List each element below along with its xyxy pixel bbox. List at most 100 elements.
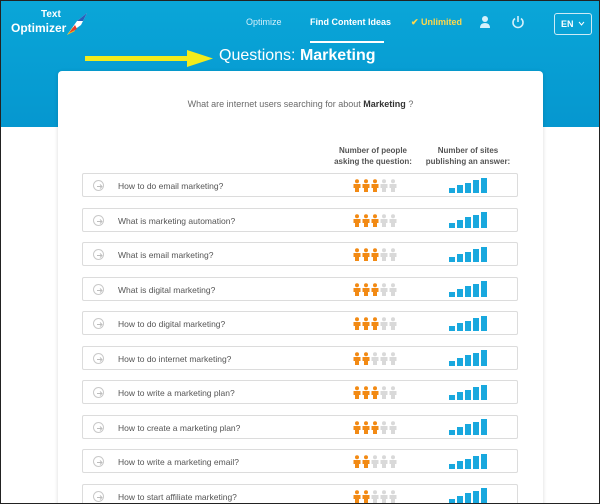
questions-card: What are internet users searching for ab… (58, 71, 543, 503)
question-row[interactable]: What is digital marketing? (82, 276, 518, 301)
signal-bar (449, 464, 455, 469)
person-icon-empty (389, 455, 397, 468)
subtitle-topic: Marketing (363, 99, 406, 109)
arrow-right-circle-icon[interactable] (93, 490, 104, 502)
signal-bar (481, 177, 487, 193)
question-row[interactable]: What is marketing automation? (82, 207, 518, 232)
question-row[interactable]: How to do internet marketing? (82, 345, 518, 370)
subtitle-suffix: ? (408, 99, 414, 109)
question-text[interactable]: How to do internet marketing? (118, 353, 232, 364)
person-icon-empty (389, 386, 397, 399)
logo[interactable]: Text Optimizer (5, 9, 95, 41)
person-icon-empty (371, 489, 379, 503)
language-select[interactable]: EN (554, 13, 592, 35)
question-row[interactable]: How to create a marketing plan? (82, 414, 518, 439)
signal-bar (457, 219, 463, 228)
person-icon-empty (380, 317, 388, 330)
person-icon-empty (371, 455, 379, 468)
person-icon-filled (362, 213, 370, 227)
question-row[interactable]: How to write a marketing plan? (82, 380, 518, 404)
arrow-right-circle-icon[interactable] (93, 318, 104, 329)
person-icon-filled (371, 248, 379, 261)
person-icon-filled (362, 420, 370, 434)
signal-bar (473, 456, 479, 469)
signal-bar (473, 214, 479, 228)
signal-bar (465, 251, 471, 262)
arrow-right-circle-icon[interactable] (93, 352, 104, 364)
arrow-right-circle-icon[interactable] (93, 387, 104, 398)
question-text[interactable]: How to write a marketing plan? (118, 388, 235, 398)
signal-bar (473, 180, 479, 193)
question-text[interactable]: What is marketing automation? (118, 215, 236, 226)
question-text[interactable]: How to do digital marketing? (118, 319, 226, 329)
signal-bar (449, 326, 455, 331)
signal-bar (481, 419, 487, 435)
nav-find-content-ideas[interactable]: Find Content Ideas (310, 17, 391, 27)
column-header-sites: Number of sites publishing an answer: (420, 145, 516, 167)
person-icon-filled (353, 455, 361, 468)
person-icon-filled (362, 489, 370, 503)
people-rating (353, 282, 397, 296)
column-header-people-line2: asking the question: (334, 157, 412, 166)
plan-unlimited-badge[interactable]: ✔ Unlimited (411, 17, 463, 27)
arrow-right-circle-icon[interactable] (93, 249, 104, 260)
power-icon[interactable] (511, 15, 525, 29)
signal-bar (465, 355, 471, 366)
person-icon-filled (353, 282, 361, 296)
signal-bar (465, 286, 471, 297)
signal-bar (481, 350, 487, 366)
person-icon-filled (371, 282, 379, 296)
people-rating (353, 248, 397, 261)
signal-bar (449, 222, 455, 228)
sites-signal-bars (449, 419, 487, 435)
arrow-right-circle-icon[interactable] (93, 421, 104, 433)
signal-bar (449, 395, 455, 400)
question-text[interactable]: How to start affiliate marketing? (118, 491, 237, 502)
page-title-topic: Marketing (299, 47, 376, 64)
logo-text-line2: Optimizer (11, 21, 67, 35)
person-icon-filled (371, 420, 379, 434)
signal-bar (481, 246, 487, 262)
sites-signal-bars (449, 246, 487, 262)
signal-bar (481, 212, 487, 228)
question-text[interactable]: How to create a marketing plan? (118, 422, 241, 433)
question-row[interactable]: How to write a marketing email? (82, 449, 518, 473)
question-row[interactable]: How to do digital marketing? (82, 311, 518, 335)
people-rating (353, 455, 397, 468)
signal-bar (449, 188, 455, 193)
person-icon-empty (389, 317, 397, 330)
question-text[interactable]: How to write a marketing email? (118, 457, 239, 467)
sites-signal-bars (449, 212, 487, 228)
person-icon-filled (353, 179, 361, 192)
sites-signal-bars (449, 177, 487, 193)
question-text[interactable]: What is digital marketing? (118, 284, 216, 295)
person-icon-empty (371, 351, 379, 365)
signal-bar (465, 217, 471, 228)
signal-bar (481, 384, 487, 400)
arrow-right-circle-icon[interactable] (93, 456, 104, 467)
signal-bar (457, 461, 463, 469)
signal-bar (465, 458, 471, 469)
column-header-sites-line1: Number of sites (437, 146, 499, 155)
question-row[interactable]: How to start affiliate marketing? (82, 483, 518, 503)
person-icon-filled (353, 213, 361, 227)
page-title-prefix: Questions: (219, 47, 296, 64)
sites-signal-bars (449, 281, 487, 297)
signal-bar (457, 357, 463, 366)
sites-signal-bars (449, 453, 487, 469)
question-row[interactable]: What is email marketing? (82, 242, 518, 266)
nav-optimize[interactable]: Optimize (246, 17, 282, 27)
question-text[interactable]: How to do email marketing? (118, 181, 224, 191)
person-icon-filled (362, 386, 370, 399)
person-icon-empty (380, 455, 388, 468)
arrow-right-circle-icon[interactable] (93, 214, 104, 226)
user-icon[interactable] (479, 15, 491, 29)
people-rating (353, 386, 397, 399)
person-icon-empty (389, 213, 397, 227)
signal-bar (449, 429, 455, 435)
question-text[interactable]: What is email marketing? (118, 250, 214, 260)
signal-bar (473, 490, 479, 503)
arrow-right-circle-icon[interactable] (93, 180, 104, 191)
arrow-right-circle-icon[interactable] (93, 283, 104, 295)
question-row[interactable]: How to do email marketing? (82, 173, 518, 197)
